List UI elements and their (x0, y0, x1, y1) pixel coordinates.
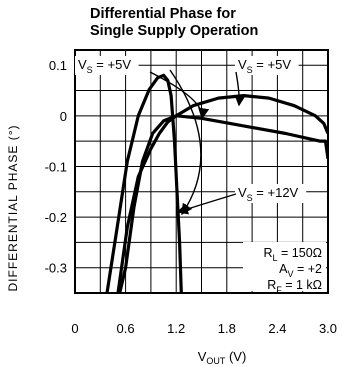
x-tick-label: 1.8 (218, 321, 236, 336)
x-tick-label: 3.0 (319, 321, 337, 336)
y-tick-label: -0.1 (45, 159, 67, 174)
series-label-2: VS = +5V (238, 57, 291, 75)
series-line-3 (118, 114, 328, 293)
series-line-1 (105, 73, 183, 293)
x-tick-label: 1.2 (167, 321, 185, 336)
x-tick-label: 2.4 (268, 321, 286, 336)
series-group (105, 73, 328, 293)
condition-label: AV = +2 (279, 262, 322, 279)
series-label-bg (235, 184, 307, 203)
chart-title-line-1: Differential Phase for (90, 6, 236, 22)
y-tick-label: -0.3 (45, 261, 67, 276)
y-tick-label: 0 (60, 109, 67, 124)
series-labels: VS = +5V VS = +5V VS = +12V (75, 56, 307, 203)
y-axis-label: DIFFERENTIAL PHASE (°) (6, 124, 20, 291)
conditions-bg (243, 242, 326, 291)
series-label-1: VS = +5V (78, 57, 131, 75)
condition-label: RF = 1 kΩ (267, 278, 322, 295)
label-arrow (149, 71, 210, 120)
x-axis-label: VOUT (V) (198, 349, 247, 366)
chart-title: Differential Phase for Single Supply Ope… (90, 6, 258, 40)
chart-title-line-2: Single Supply Operation (90, 23, 259, 39)
y-tick-label: -0.2 (45, 210, 67, 225)
series-label-bg (75, 56, 139, 75)
plot-frame (74, 49, 329, 294)
tick-labels: 0 0.6 1.2 1.8 2.4 3.0 0.1 0 -0.1 -0.2 -0.3 (45, 58, 337, 336)
x-tick-label: 0 (71, 321, 78, 336)
series-label-3: VS = +12V (238, 185, 299, 203)
x-tick-label: 0.6 (117, 321, 135, 336)
label-arrows (149, 69, 246, 216)
label-arrow (234, 71, 246, 107)
y-tick-label: 0.1 (49, 58, 67, 73)
series-label-bg (235, 56, 299, 75)
label-arrow (169, 69, 202, 216)
condition-label: RL = 150Ω (264, 246, 323, 263)
